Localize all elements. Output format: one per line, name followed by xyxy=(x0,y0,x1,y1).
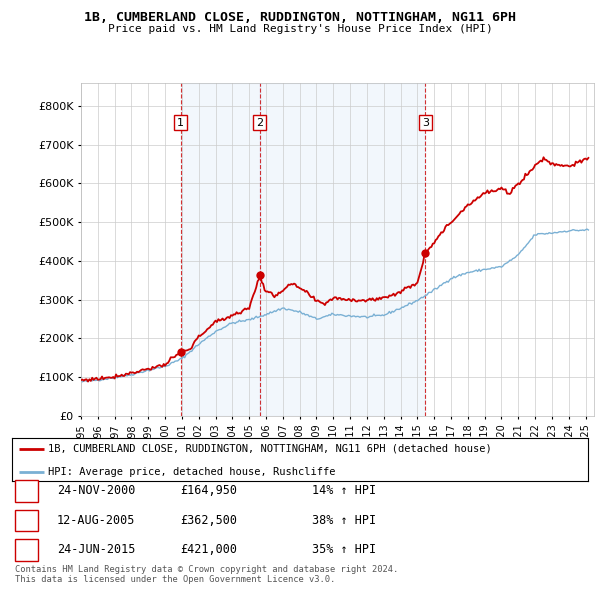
Text: 38% ↑ HPI: 38% ↑ HPI xyxy=(312,514,376,527)
Text: 14% ↑ HPI: 14% ↑ HPI xyxy=(312,484,376,497)
Text: 2: 2 xyxy=(23,514,30,527)
Text: 1: 1 xyxy=(177,117,184,127)
Text: £164,950: £164,950 xyxy=(180,484,237,497)
Text: 3: 3 xyxy=(23,543,30,556)
Text: 35% ↑ HPI: 35% ↑ HPI xyxy=(312,543,376,556)
Text: £362,500: £362,500 xyxy=(180,514,237,527)
Text: 2: 2 xyxy=(256,117,263,127)
Bar xyxy=(181,83,260,416)
Text: 12-AUG-2005: 12-AUG-2005 xyxy=(57,514,136,527)
Bar xyxy=(260,83,425,416)
Text: 24-NOV-2000: 24-NOV-2000 xyxy=(57,484,136,497)
Text: 1B, CUMBERLAND CLOSE, RUDDINGTON, NOTTINGHAM, NG11 6PH (detached house): 1B, CUMBERLAND CLOSE, RUDDINGTON, NOTTIN… xyxy=(48,444,491,454)
Text: 24-JUN-2015: 24-JUN-2015 xyxy=(57,543,136,556)
Text: Price paid vs. HM Land Registry's House Price Index (HPI): Price paid vs. HM Land Registry's House … xyxy=(107,24,493,34)
Text: £421,000: £421,000 xyxy=(180,543,237,556)
Text: Contains HM Land Registry data © Crown copyright and database right 2024.
This d: Contains HM Land Registry data © Crown c… xyxy=(15,565,398,584)
Text: 1: 1 xyxy=(23,484,30,497)
Text: HPI: Average price, detached house, Rushcliffe: HPI: Average price, detached house, Rush… xyxy=(48,467,335,477)
Text: 1B, CUMBERLAND CLOSE, RUDDINGTON, NOTTINGHAM, NG11 6PH: 1B, CUMBERLAND CLOSE, RUDDINGTON, NOTTIN… xyxy=(84,11,516,24)
Text: 3: 3 xyxy=(422,117,429,127)
